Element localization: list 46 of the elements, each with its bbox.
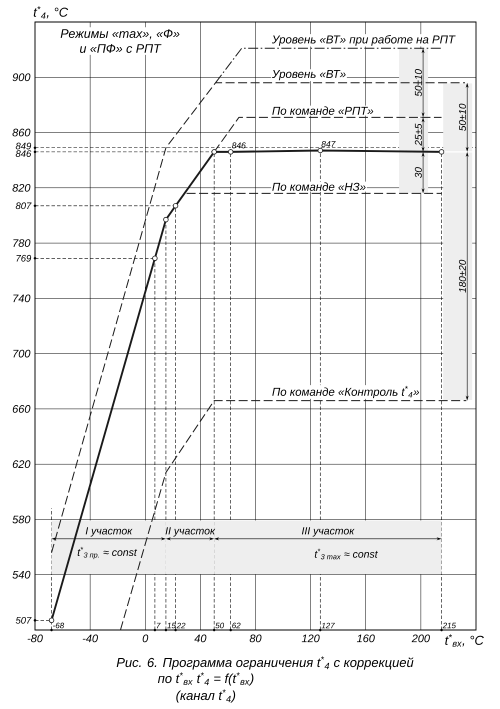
y-tick-label: 740 (13, 294, 30, 302)
x-tick-label: -80 (28, 634, 43, 642)
series-label: По команде «НЗ» (272, 182, 366, 191)
text: Режимы «max», «Ф» и «ПФ» с РПТ (60, 29, 180, 53)
band-label: 50±10 (414, 69, 422, 96)
x-tick-label: 120 (302, 634, 320, 642)
series-label: Уровень «ВТ» при работе на РПТ (272, 34, 456, 46)
text: (канал t$^{*}$$_{4}$) (176, 689, 236, 703)
x-tick-label: 200 (412, 634, 430, 642)
y-tick-label: 620 (12, 460, 30, 468)
x-tick-label: 160 (356, 634, 375, 642)
series-label: Уровень «ВТ» (272, 70, 346, 80)
band-label: 50±10 (458, 104, 466, 131)
ref-line-label: 769 (16, 254, 32, 262)
annotation: t$^{*}$$_{3 max}$ ≈ const (314, 548, 378, 560)
band-label: II участок (166, 527, 216, 537)
y-tick-label: 700 (13, 350, 30, 358)
y-tick-label: 860 (12, 128, 30, 136)
y-tick-label: 820 (12, 184, 30, 192)
series-label: По команде «РПТ» (272, 106, 374, 115)
text: Рис. 6. Программа ограничения t$^{*}$$_{4}$ с коррекцией (116, 656, 414, 670)
band-label: 30 (414, 167, 422, 178)
band-label: 180±20 (458, 260, 466, 293)
y-axis-title: t$^{*}$$_{4}$, °C (34, 6, 68, 19)
ref-line-label: 846 (16, 150, 32, 157)
text: по t$^{*}$$_{вх}$ t$^{*}$$_{4}$ = f(t$^{*}$$_{вх}$) (158, 672, 254, 686)
y-tick-label: 660 (12, 405, 30, 413)
series-label: По команде «Контроль t$^{*}$$_{4}$» (272, 386, 420, 398)
ref-line-label: 507 (16, 616, 32, 624)
band-label: 25±5 (414, 124, 422, 146)
annotation: t$^{*}$$_{3 пр.}$ ≈ const (78, 546, 138, 560)
ref-line-label: 807 (16, 202, 32, 210)
x-tick-label: -40 (82, 634, 98, 642)
data-label: 846 (232, 142, 246, 148)
x-tick-label: 40 (194, 634, 206, 642)
x-tick-label: 0 (142, 634, 148, 642)
ref-line-label: 849 (16, 142, 32, 150)
y-tick-label: 900 (12, 73, 30, 82)
y-tick-label: 540 (12, 570, 30, 579)
band-label: I участок (86, 527, 132, 537)
x-tick-label: 80 (250, 634, 262, 642)
y-tick-label: 780 (13, 239, 30, 247)
y-tick-label: 580 (12, 516, 30, 524)
band-label: III участок (302, 527, 355, 537)
x-axis-title: t$^{*}$$_{вх}$, °C (445, 634, 484, 647)
data-label: 847 (321, 141, 336, 147)
